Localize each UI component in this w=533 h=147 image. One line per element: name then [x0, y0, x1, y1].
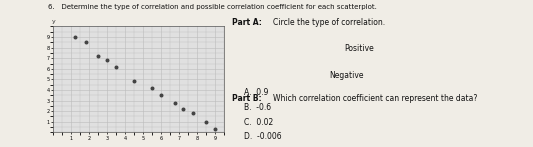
Text: C.  0.02: C. 0.02 [244, 118, 273, 127]
Point [94, 55, 102, 57]
Point [157, 94, 165, 96]
Text: B.  -0.6: B. -0.6 [244, 103, 271, 112]
Point [179, 108, 187, 110]
Text: Part B:: Part B: [232, 94, 262, 103]
Text: Negative: Negative [329, 71, 364, 80]
Point [148, 87, 156, 89]
Point [112, 66, 120, 68]
Point [189, 112, 198, 114]
Text: D.  -0.006: D. -0.006 [244, 132, 282, 141]
Point [70, 36, 79, 38]
Text: y: y [51, 19, 55, 24]
Point [82, 41, 90, 44]
Text: Circle the type of correlation.: Circle the type of correlation. [273, 18, 385, 27]
Point [201, 121, 210, 123]
Text: A.  0.9: A. 0.9 [244, 88, 269, 97]
Text: Part A:: Part A: [232, 18, 262, 27]
Point [171, 101, 180, 104]
Point [211, 128, 219, 130]
Point [103, 59, 111, 61]
Point [130, 80, 139, 83]
Text: 6.   Determine the type of correlation and possible correlation coefficient for : 6. Determine the type of correlation and… [47, 4, 376, 10]
Text: Positive: Positive [345, 44, 374, 53]
Text: Which correlation coefficient can represent the data?: Which correlation coefficient can repres… [273, 94, 478, 103]
